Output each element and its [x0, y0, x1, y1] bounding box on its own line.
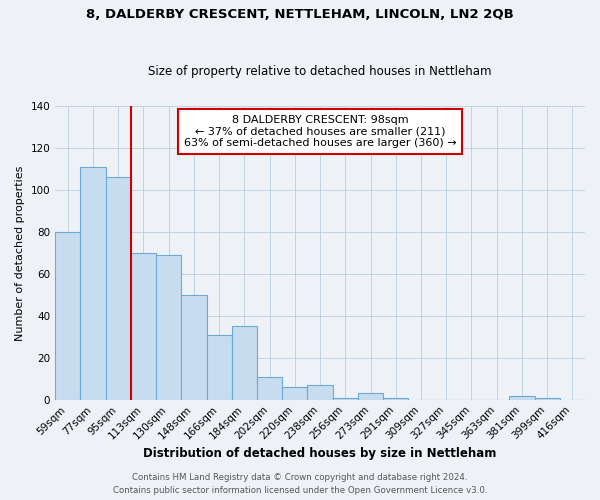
X-axis label: Distribution of detached houses by size in Nettleham: Distribution of detached houses by size …	[143, 447, 497, 460]
Bar	[206, 334, 232, 400]
Text: 8, DALDERBY CRESCENT, NETTLEHAM, LINCOLN, LN2 2QB: 8, DALDERBY CRESCENT, NETTLEHAM, LINCOLN…	[86, 8, 514, 20]
Bar	[232, 326, 257, 400]
Text: 8 DALDERBY CRESCENT: 98sqm
← 37% of detached houses are smaller (211)
63% of sem: 8 DALDERBY CRESCENT: 98sqm ← 37% of deta…	[184, 115, 457, 148]
Bar	[509, 396, 535, 400]
Bar	[282, 387, 307, 400]
Bar	[358, 394, 383, 400]
Text: Contains HM Land Registry data © Crown copyright and database right 2024.
Contai: Contains HM Land Registry data © Crown c…	[113, 474, 487, 495]
Bar	[131, 253, 156, 400]
Y-axis label: Number of detached properties: Number of detached properties	[15, 165, 25, 340]
Bar	[257, 376, 282, 400]
Bar	[307, 385, 332, 400]
Bar	[55, 232, 80, 400]
Bar	[383, 398, 409, 400]
Bar	[181, 295, 206, 400]
Bar	[535, 398, 560, 400]
Bar	[156, 255, 181, 400]
Bar	[80, 167, 106, 400]
Title: Size of property relative to detached houses in Nettleham: Size of property relative to detached ho…	[148, 66, 492, 78]
Bar	[332, 398, 358, 400]
Bar	[106, 178, 131, 400]
